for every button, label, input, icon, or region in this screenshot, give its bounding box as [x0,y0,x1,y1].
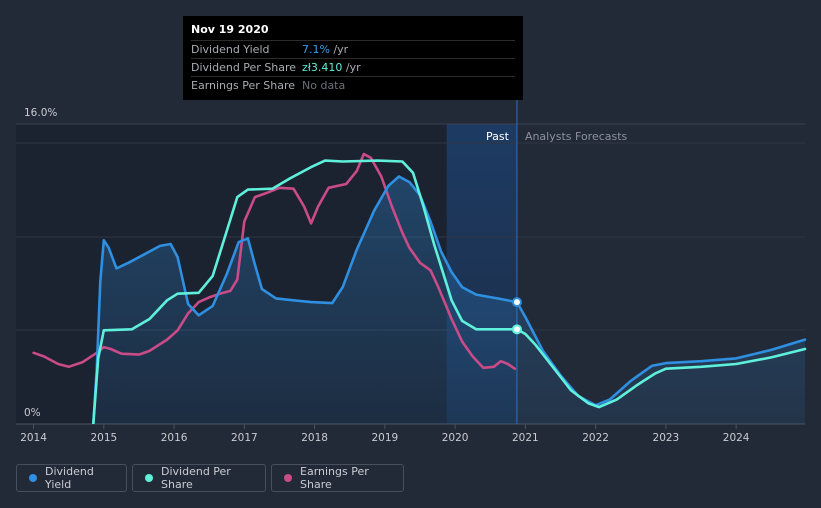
tooltip-row-earnings-per-share: Earnings Per Share No data [191,76,515,94]
legend-dividend-yield[interactable]: Dividend Yield [16,464,127,492]
x-axis-tick-label: 2014 [20,432,47,444]
legend-dividend-per-share[interactable]: Dividend Per Share [132,464,266,492]
series-layer [32,152,807,424]
legend-label: Dividend Yield [45,465,94,491]
dividend-yield-area [93,176,806,424]
x-axis-tick-label: 2019 [371,432,398,444]
tooltip-date: Nov 19 2020 [191,23,269,36]
x-axis-tick-label: 2022 [582,432,609,444]
x-axis-tick-label: 2024 [723,432,750,444]
tooltip-row-dividend-yield: Dividend Yield 7.1% /yr [191,40,515,58]
legend-label: Dividend Per Share [161,465,231,491]
x-axis-ticks: 2014 2015 2016 2017 2018 2019 2020 2021 2022 2023… [20,424,750,444]
tooltip-value-unit: /yr [329,43,349,56]
y-axis-tick-label-zero: 0% [24,407,41,419]
dividend-per-share-line [92,159,807,424]
x-axis-tick-label: 2023 [653,432,680,444]
legend-dot-icon [145,474,153,482]
tooltip-value: 7.1% /yr [302,41,348,58]
earnings-per-share-line [32,152,517,370]
tooltip-label: Earnings Per Share [191,79,296,92]
tooltip-label: Dividend Yield [191,43,270,56]
dividend-per-share-hover-marker [511,324,522,335]
x-axis-tick-label: 2017 [231,432,258,444]
legend-dot-icon [29,474,37,482]
legend-earnings-per-share[interactable]: Earnings Per Share [271,464,404,492]
forecast-region-label: Analysts Forecasts [525,130,628,143]
hover-tooltip: Nov 19 2020 Dividend Yield 7.1% /yr Divi… [183,16,523,100]
legend-label: Earnings Per Share [300,465,369,491]
dividend-yield-hover-marker [511,297,522,308]
tooltip-value-number: No data [302,79,346,92]
x-axis-tick-label: 2018 [301,432,328,444]
tooltip-value-number: zł3.410 [302,61,343,74]
legend-dot-icon [284,474,292,482]
tooltip-value: zł3.410 /yr [302,59,361,76]
past-region-label: Past [486,130,510,143]
y-axis-tick-label-max: 16.0% [24,107,57,119]
x-axis-tick-label: 2021 [512,432,539,444]
tooltip-value: No data [302,77,345,94]
x-axis-tick-label: 2020 [442,432,469,444]
tooltip-row-dividend-per-share: Dividend Per Share zł3.410 /yr [191,58,515,76]
x-axis-tick-label: 2016 [161,432,188,444]
tooltip-value-number: 7.1% [302,43,330,56]
tooltip-value-unit: /yr [342,61,361,74]
x-axis-tick-label: 2015 [90,432,117,444]
tooltip-label: Dividend Per Share [191,61,297,74]
